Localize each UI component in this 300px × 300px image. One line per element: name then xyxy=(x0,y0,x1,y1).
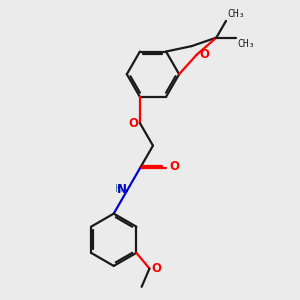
Text: CH₃: CH₃ xyxy=(237,39,255,49)
Text: O: O xyxy=(200,48,210,61)
Text: N: N xyxy=(117,183,127,196)
Text: O: O xyxy=(169,160,180,173)
Text: O: O xyxy=(151,262,161,275)
Text: CH₃: CH₃ xyxy=(227,9,245,20)
Text: O: O xyxy=(128,116,138,130)
Text: H: H xyxy=(116,184,123,194)
